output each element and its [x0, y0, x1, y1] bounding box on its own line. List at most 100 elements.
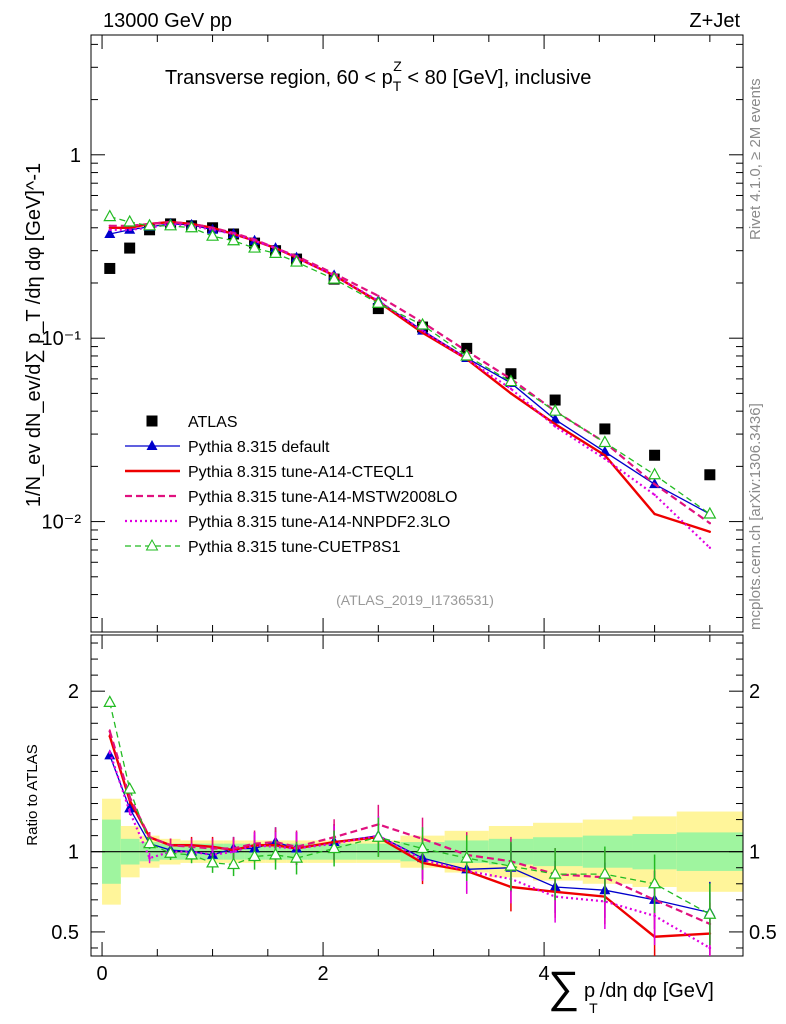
data-point-cuetp8s1 — [248, 240, 262, 253]
series-line-cteql1 — [109, 220, 711, 533]
data-point-atlas — [372, 303, 384, 315]
ratio-point-cuetp8s1 — [703, 907, 717, 919]
x-tick-label: 4 — [539, 963, 550, 985]
main-axis-ticks: 1 10⁻¹ 10⁻² — [42, 35, 743, 632]
ratio-plot-frame — [90, 634, 744, 957]
data-point-cuetp8s1 — [206, 228, 220, 241]
mcplots-label: mcplots.cern.ch [arXiv:1306.3436] — [747, 403, 764, 630]
data-point-cuetp8s1 — [648, 467, 662, 480]
data-point-cuetp8s1 — [371, 296, 385, 308]
x-axis-label: p T/dη dφ [GeV] — [584, 980, 714, 1016]
main-y-tick-label: 1 — [70, 145, 81, 167]
ratio-point-mstw — [108, 730, 112, 733]
data-point-atlas — [104, 262, 116, 274]
data-point-cuetp8s1 — [269, 246, 283, 258]
data-point-cuetp8s1 — [103, 209, 117, 222]
data-point-cuetp8s1 — [327, 271, 341, 284]
ratio-point-nnpdf — [708, 946, 712, 950]
ratio-point-cuetp8s1 — [103, 695, 117, 708]
legend-marker-cuetp8s1 — [145, 538, 159, 551]
data-point-nnpdf — [653, 493, 656, 496]
x-tick-label: 2 — [318, 963, 329, 985]
data-point-atlas — [549, 394, 561, 406]
data-point-nnpdf — [603, 457, 607, 460]
legend-label-nnpdf: Pythia 8.315 tune-A14-NNPDF2.3LO — [188, 514, 450, 531]
ratio-y-tick-label-right: 1 — [749, 842, 760, 864]
ratio-point-cuetp8s1 — [143, 836, 157, 849]
ratio-point-cuetp8s1 — [123, 781, 137, 794]
data-point-nnpdf — [708, 546, 712, 549]
data-point-cteql1 — [108, 226, 111, 229]
ratio-series-cuetp8s1 — [103, 695, 717, 946]
ratio-point-nnpdf — [232, 850, 235, 853]
ratio-y-tick-label: 1 — [68, 842, 79, 864]
legend-item-default: Pythia 8.315 default — [125, 439, 330, 456]
legend-marker-atlas — [146, 415, 158, 427]
ratio-point-cuetp8s1 — [548, 866, 562, 879]
series-cteql1 — [108, 220, 712, 533]
data-point-mstw — [108, 224, 111, 228]
data-point-nnpdf — [553, 425, 557, 428]
data-point-atlas — [704, 469, 716, 481]
data-point-cuetp8s1 — [598, 435, 612, 448]
ratio-y-tick-label-right: 2 — [749, 681, 760, 703]
beam-label: 13000 GeV pp — [103, 10, 232, 32]
rivet-version-label: Rivet 4.1.0, ≥ 2M events — [747, 78, 764, 240]
x-axis-sum-symbol: ∑ — [548, 963, 579, 1012]
ratio-point-nnpdf — [653, 914, 656, 918]
legend-item-nnpdf: Pythia 8.315 tune-A14-NNPDF2.3LO — [125, 514, 450, 531]
legend-label-cuetp8s1: Pythia 8.315 tune-CUETP8S1 — [188, 539, 401, 556]
legend-item-atlas: ATLAS — [146, 414, 238, 431]
ratio-point-nnpdf — [128, 810, 131, 813]
data-point-nnpdf — [108, 228, 111, 231]
main-y-tick-label: 10⁻¹ — [42, 328, 82, 350]
ratio-point-cuetp8s1 — [206, 855, 220, 868]
data-point-cuetp8s1 — [123, 214, 137, 227]
data-point-cteql1 — [509, 392, 513, 395]
series-cuetp8s1 — [103, 209, 717, 519]
data-point-cuetp8s1 — [227, 233, 241, 246]
ratio-point-default — [104, 749, 116, 760]
ratio-y-tick-label-right: 0.5 — [749, 922, 777, 944]
data-point-atlas — [461, 342, 473, 354]
data-point-cteql1 — [421, 331, 424, 335]
legend-item-cuetp8s1: Pythia 8.315 tune-CUETP8S1 — [125, 538, 401, 556]
ratio-point-cuetp8s1 — [227, 857, 241, 870]
data-point-cuetp8s1 — [703, 506, 717, 519]
ratio-y-axis-label: Ratio to ATLAS — [24, 744, 41, 845]
ratio-point-nnpdf — [108, 750, 112, 754]
main-plot-frame — [90, 34, 744, 633]
data-point-atlas — [649, 449, 661, 461]
data-point-cuetp8s1 — [460, 348, 474, 361]
data-point-default — [104, 227, 116, 238]
data-point-cuetp8s1 — [185, 220, 199, 233]
ratio-point-cuetp8s1 — [248, 849, 262, 862]
legend: ATLAS Pythia 8.315 default Pythia 8.315 tu… — [125, 414, 457, 556]
legend-item-cteql1: Pythia 8.315 tune-A14-CTEQL1 — [125, 464, 414, 481]
main-y-tick-label: 10⁻² — [42, 512, 82, 534]
ratio-y-tick-label: 2 — [68, 681, 79, 703]
data-point-cuetp8s1 — [416, 317, 430, 330]
ratio-point-cuetp8s1 — [185, 847, 199, 860]
ratio-point-default — [124, 802, 136, 813]
data-point-cuetp8s1 — [504, 374, 518, 387]
process-label: Z+Jet — [689, 10, 740, 32]
data-point-cteql1 — [653, 512, 656, 516]
ratio-point-cuetp8s1 — [504, 858, 518, 871]
legend-item-mstw: Pythia 8.315 tune-A14-MSTW2008LO — [125, 489, 457, 506]
ratio-point-cuetp8s1 — [371, 829, 385, 842]
data-point-nnpdf — [128, 228, 131, 231]
main-series-layer — [103, 209, 717, 549]
ratio-point-nnpdf — [148, 856, 151, 860]
data-point-atlas — [599, 423, 611, 435]
ratio-point-cuetp8s1 — [460, 850, 474, 863]
data-point-atlas — [124, 242, 136, 254]
legend-label-mstw: Pythia 8.315 tune-A14-MSTW2008LO — [188, 489, 457, 506]
data-point-mstw — [211, 226, 214, 229]
ratio-series-layer — [103, 695, 717, 956]
ratio-point-cuetp8s1 — [290, 850, 304, 863]
data-point-cuetp8s1 — [290, 254, 304, 267]
data-point-mstw — [653, 482, 656, 486]
x-tick-label: 0 — [96, 963, 107, 985]
